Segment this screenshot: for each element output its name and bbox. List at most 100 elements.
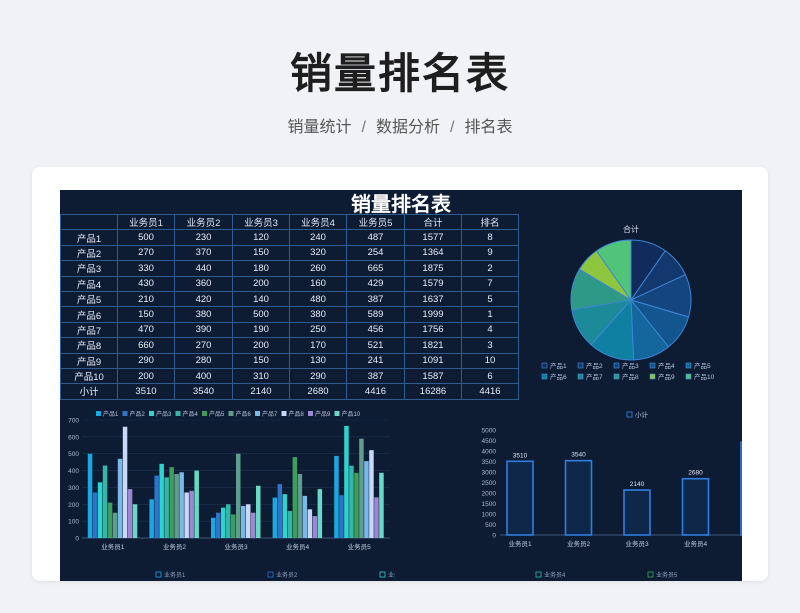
table-cell: 480 [289, 290, 347, 308]
bar [506, 460, 534, 536]
bar [359, 438, 364, 538]
table-cell: 240 [289, 229, 347, 246]
bar [97, 482, 103, 538]
legend-swatch [647, 571, 654, 578]
legend-swatch [685, 362, 692, 369]
breadcrumb-item[interactable]: 销量统计 [287, 119, 352, 136]
table-cell: 150 [232, 352, 290, 369]
legend-swatch [122, 411, 128, 416]
bar [102, 465, 108, 538]
legend-label: 产品5 [694, 361, 711, 370]
y-tick-label: 0 [492, 533, 496, 540]
breadcrumb-item[interactable]: 排名表 [464, 119, 513, 136]
column-header: 业务员4 [289, 213, 347, 231]
legend-swatch [649, 373, 656, 380]
grouped-bar-chart: 0 100 200 300 400 500 600 700 业务员1 业务员2 业务员3 业务员4 业务… [68, 410, 395, 579]
table-cell: 120 [232, 229, 290, 246]
pie-title: 合计 [623, 224, 639, 234]
table-cell: 660 [117, 337, 175, 354]
y-tick-label: 400 [68, 468, 79, 475]
table-cell: 1587 [404, 367, 462, 385]
table-cell: 1579 [404, 275, 462, 292]
table-cell: 170 [289, 337, 347, 354]
table-cell: 254 [346, 244, 405, 262]
y-tick-label: 500 [485, 522, 496, 529]
bar [740, 441, 742, 536]
table-cell: 470 [117, 321, 175, 339]
bar [154, 475, 159, 538]
bar [159, 463, 164, 538]
table-cell: 1999 [404, 306, 462, 323]
table-cell: 589 [346, 306, 405, 323]
table-row: 产品8 660 270 200 170 521 1821 3 [60, 337, 519, 354]
table-cell: 7 [461, 275, 519, 292]
bar [241, 505, 246, 538]
legend-swatch [541, 373, 548, 380]
legend-swatch [149, 411, 154, 416]
breadcrumb-separator: / [450, 119, 455, 136]
table-cell: 387 [346, 290, 405, 308]
legend-swatch [379, 571, 386, 578]
legend-swatch [96, 411, 101, 416]
table-cell: 1756 [404, 321, 462, 339]
x-tick-label: 业务员2 [567, 539, 591, 548]
table-cell: 521 [346, 337, 405, 354]
row-label: 产品7 [60, 321, 118, 339]
legend-swatch [626, 411, 633, 418]
row-label: 小计 [60, 383, 118, 400]
bar [317, 489, 323, 538]
bar [339, 495, 344, 538]
bar [149, 499, 154, 538]
table-header-row: 业务员1 业务员2 业务员3 业务员4 业务员5 合计 排名 [60, 213, 519, 231]
legend-label: 产品1 [550, 361, 567, 370]
bar [87, 453, 93, 538]
subtotal-bar-chart: 0 500 1000 1500 2000 2500 3000 3500 4000 4500 5000… [482, 410, 742, 579]
x-tick-label: 业务员4 [286, 542, 310, 551]
table-cell: 320 [289, 244, 347, 262]
table-cell: 387 [346, 367, 405, 385]
table-cell: 4416 [346, 383, 405, 400]
bar [334, 455, 339, 538]
bar [312, 516, 318, 538]
bar [184, 492, 189, 538]
bar [364, 461, 369, 538]
row-label: 产品2 [60, 244, 118, 262]
y-tick-label: 100 [68, 519, 79, 526]
legend-label: 产品10 [342, 410, 361, 418]
legend-label: 产品1 [103, 410, 119, 418]
bar [231, 514, 236, 538]
breadcrumb: 销量统计 / 数据分析 / 排名表 [0, 113, 800, 137]
bar [236, 453, 241, 538]
legend-swatch [267, 571, 274, 578]
bar [564, 459, 593, 536]
row-label: 产品5 [60, 290, 118, 308]
x-tick-label: 业务员1 [508, 539, 532, 548]
data-label: 2140 [630, 481, 645, 488]
bar [369, 450, 374, 538]
table-cell: 2 [461, 260, 519, 277]
pie-slice [595, 239, 632, 302]
bar [623, 489, 651, 536]
table-cell: 200 [232, 275, 290, 292]
bar [256, 485, 261, 538]
table-cell: 130 [289, 352, 347, 369]
x-tick-label: 业务员1 [101, 542, 125, 551]
y-tick-label: 300 [68, 485, 79, 492]
legend-label: 产品7 [262, 410, 278, 418]
table-cell: 500 [117, 229, 175, 246]
legend-label: 产品7 [586, 372, 603, 381]
y-tick-label: 4500 [482, 438, 497, 445]
legend-swatch [175, 411, 181, 416]
bar [251, 512, 256, 538]
table-cell: 16286 [404, 383, 462, 400]
legend-swatch [577, 362, 584, 369]
table-cell: 500 [232, 306, 290, 323]
breadcrumb-item[interactable]: 数据分析 [375, 119, 440, 136]
table-row: 产品1 500 230 120 240 487 1577 8 [60, 229, 519, 246]
table-row: 产品10 200 400 310 290 387 1587 6 [60, 367, 519, 385]
table-cell: 4416 [461, 383, 519, 400]
bar [226, 504, 231, 538]
table-row: 产品6 150 380 500 380 589 1999 1 [60, 306, 519, 323]
table-cell: 665 [346, 260, 405, 277]
bar [292, 457, 298, 538]
